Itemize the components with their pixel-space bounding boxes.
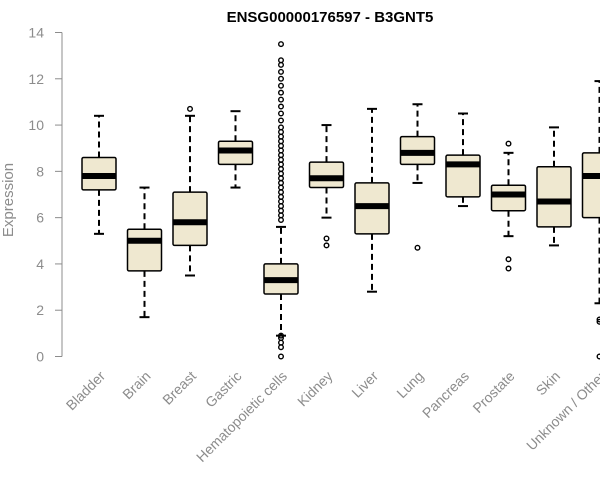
outlier-point [278, 332, 285, 339]
outlier-point [278, 133, 285, 140]
outlier-point [278, 142, 285, 149]
x-tick-label: Bladder [63, 368, 109, 414]
outlier-point [278, 138, 285, 145]
outlier-point [278, 198, 285, 205]
outlier-point [278, 339, 285, 346]
y-axis: 0 2 4 6 8 10 12 14 [28, 25, 63, 365]
iqr-box [172, 191, 208, 247]
y-tick-label: 10 [28, 117, 44, 133]
outlier-point [278, 353, 285, 360]
y-tick-label: 12 [28, 71, 44, 87]
box-pancreas [445, 112, 481, 208]
outlier-point [278, 161, 285, 168]
outlier-point [278, 334, 285, 341]
outlier-point [278, 124, 285, 131]
box-kidney [308, 124, 345, 249]
outlier-point [278, 189, 285, 196]
iqr-box [536, 165, 572, 228]
outlier-point [278, 68, 285, 75]
x-tick-label: Lung [393, 368, 426, 401]
outlier-point [278, 129, 285, 136]
outlier-point [323, 235, 330, 242]
outlier-point [278, 179, 285, 186]
y-tick-label: 0 [36, 349, 44, 365]
iqr-box [581, 152, 600, 219]
box-unknown-other [581, 80, 600, 360]
outlier-point [278, 170, 285, 177]
outlier-point [278, 57, 285, 64]
outlier-point [278, 344, 285, 351]
outlier-point [505, 140, 512, 147]
box-breast [172, 105, 208, 277]
box-bladder [81, 114, 117, 235]
x-tick-label: Prostate [469, 368, 517, 416]
y-tick-label: 14 [28, 25, 44, 41]
outlier-point [278, 147, 285, 154]
outlier-point [278, 203, 285, 210]
box-liver [354, 107, 390, 293]
outlier-point [278, 152, 285, 159]
outlier-point [278, 207, 285, 214]
y-axis-label: Expression [0, 163, 17, 237]
outlier-point [186, 105, 193, 112]
outlier-point [278, 193, 285, 200]
x-tick-label: Kidney [294, 368, 336, 410]
x-tick-label: Brain [119, 368, 153, 402]
outlier-point [278, 89, 285, 96]
outlier-point [278, 216, 285, 223]
y-tick-label: 8 [36, 163, 44, 179]
box-skin [536, 126, 572, 247]
outlier-point [414, 244, 421, 251]
y-tick-label: 2 [36, 302, 44, 318]
outlier-point [278, 117, 285, 124]
outlier-point [278, 156, 285, 163]
box-gastric [217, 110, 254, 189]
iqr-box [126, 228, 163, 272]
box-brain [126, 186, 163, 319]
outlier-point [278, 175, 285, 182]
box-prostate [490, 140, 527, 272]
y-tick-label: 4 [36, 256, 44, 272]
chart-title: ENSG00000176597 - B3GNT5 [227, 9, 434, 26]
x-tick-label: Breast [159, 368, 199, 408]
outlier-point [278, 184, 285, 191]
x-tick-label: Skin [533, 368, 564, 399]
y-tick-label: 6 [36, 210, 44, 226]
outlier-point [278, 103, 285, 110]
x-tick-label: Hematopoietic cells [193, 368, 290, 465]
outlier-point [278, 61, 285, 68]
iqr-box [308, 161, 345, 189]
outlier-point [323, 242, 330, 249]
box-hematopoietic-cells [263, 41, 299, 360]
x-tick-label: Pancreas [419, 368, 472, 421]
x-tick-label: Liver [348, 368, 381, 401]
outlier-point [278, 110, 285, 117]
outlier-point [278, 212, 285, 219]
outlier-point [278, 96, 285, 103]
outlier-point [278, 41, 285, 48]
box-series [81, 41, 600, 360]
iqr-box [490, 184, 527, 212]
outlier-point [278, 75, 285, 82]
outlier-point [505, 256, 512, 263]
iqr-box [445, 154, 481, 198]
x-tick-label: Gastric [202, 368, 245, 411]
box-lung [399, 103, 436, 251]
outlier-point [278, 82, 285, 89]
outlier-point [278, 166, 285, 173]
outlier-point [505, 265, 512, 272]
